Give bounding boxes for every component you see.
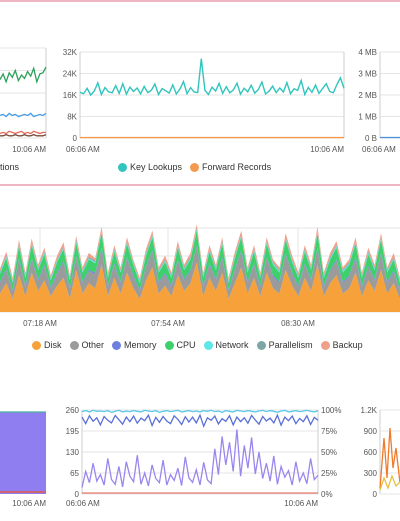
bottom-charts-svg: 10:06 AM 0 65 130 195 260 0% 25% 50% 75% 100% 06:06… (0, 406, 400, 508)
bottom-middle-x-tick: 06:06 AM (66, 499, 100, 508)
bottom-middle-right-tick: 25% (321, 469, 337, 478)
bottom-middle-right-tick: 100% (321, 406, 341, 415)
waits-area-cpu (0, 230, 400, 290)
legend-label: CPU (176, 340, 196, 350)
legend-item[interactable]: Key Lookups (118, 162, 182, 172)
bottom-middle-y-tick: 260 (66, 406, 80, 415)
legend-item[interactable]: Other (69, 340, 105, 350)
bottom-middle-right-tick: 75% (321, 427, 337, 436)
key-lookups-legend: Key Lookups Forward Records (118, 162, 271, 172)
waits-chart-panel: 07:18 AM 07:54 AM 08:30 AM Disk Other Memory… (0, 208, 400, 358)
legend-swatch (69, 340, 79, 350)
waits-area-disk (0, 262, 400, 312)
bottom-middle-y-tick: 130 (66, 448, 80, 457)
left-partial-series-line (0, 112, 47, 118)
legend-swatch (203, 340, 213, 350)
key-lookups-x-tick: 06:06 AM (66, 145, 100, 154)
legend-label: Parallelism (268, 340, 313, 350)
legend-swatch (112, 340, 122, 350)
bottom-left-area (0, 412, 46, 494)
waits-x-tick: 08:30 AM (281, 319, 315, 328)
right-partial-y-tick: 1 MB (358, 113, 377, 122)
key-lookups-y-tick: 8K (67, 113, 77, 122)
legend-label: Memory (124, 340, 157, 350)
legend-item[interactable]: Disk (32, 340, 62, 350)
key-lookups-y-tick: 0 (73, 134, 78, 143)
bottom-right-y-tick: 900 (364, 427, 378, 436)
legend-swatch (118, 162, 127, 172)
bottom-right-series-line (379, 474, 400, 491)
bottom-middle-series-line (81, 409, 319, 414)
key-lookups-x-tick: 10:06 AM (310, 145, 344, 154)
key-lookups-y-tick: 24K (63, 70, 78, 79)
legend-label: Disk (44, 340, 62, 350)
legend-swatch (190, 162, 200, 172)
bottom-middle-right-tick: 0% (321, 490, 333, 499)
legend-swatch (256, 340, 266, 350)
bottom-middle-y-tick: 65 (70, 469, 79, 478)
waits-x-tick: 07:54 AM (151, 319, 185, 328)
bottom-middle-x-tick: 10:06 AM (284, 499, 318, 508)
waits-x-tick: 07:18 AM (23, 319, 57, 328)
right-partial-y-tick: 3 MB (358, 70, 377, 79)
key-lookups-series-line (79, 58, 345, 97)
legend-swatch (320, 340, 330, 350)
right-partial-x-tick: 06:06 AM (362, 145, 396, 154)
right-partial-y-tick: 2 MB (358, 91, 377, 100)
legend-label: Backup (332, 340, 363, 350)
left-partial-series-line (0, 66, 47, 84)
bottom-chart-panel: 10:06 AM 0 65 130 195 260 0% 25% 50% 75% 100% 06:06… (0, 398, 400, 516)
legend-label: Other (81, 340, 105, 350)
top-chart-panel: 10:06 AM 0 8K 16K 24K 32K 06:06 AM 10:06 AM 0 B 1… (0, 0, 400, 186)
bottom-middle-y-tick: 0 (75, 490, 80, 499)
legend-label: Key Lookups (130, 162, 183, 172)
legend-label: Forward Records (202, 162, 272, 172)
waits-legend: Disk Other Memory CPU Network Parallelism Back… (32, 340, 363, 350)
waits-chart-svg: 07:18 AM 07:54 AM 08:30 AM (0, 224, 400, 328)
legend-item[interactable]: Forward Records (190, 162, 271, 172)
top-left-legend: tions (0, 162, 19, 172)
legend-item[interactable]: Network (203, 340, 249, 350)
key-lookups-y-tick: 32K (63, 48, 78, 57)
left-partial-series-line (0, 130, 46, 135)
bottom-left-x-tick: 10:06 AM (12, 499, 46, 508)
legend-label: Network (215, 340, 249, 350)
left-partial-series-line (0, 133, 47, 137)
waits-area-other (0, 246, 400, 299)
right-partial-y-tick: 4 MB (358, 48, 377, 57)
legend-item[interactable]: CPU (164, 340, 196, 350)
bottom-middle-series-line (81, 413, 319, 428)
legend-item[interactable]: Backup (320, 340, 363, 350)
bottom-right-y-tick: 0 (373, 490, 378, 499)
bottom-right-y-tick: 1.2K (361, 406, 378, 415)
right-partial-y-tick: 0 B (365, 134, 377, 143)
legend-swatch (164, 340, 174, 350)
legend-swatch (32, 340, 41, 350)
bottom-middle-y-tick: 195 (66, 427, 80, 436)
bottom-middle-right-tick: 50% (321, 448, 337, 457)
waits-area-backup (0, 224, 400, 281)
bottom-middle-series-line (81, 429, 319, 488)
legend-partial-label: tions (0, 162, 20, 172)
bottom-right-series-line (379, 427, 400, 489)
left-partial-x-tick: 10:06 AM (12, 145, 46, 154)
bottom-right-y-tick: 300 (364, 469, 378, 478)
key-lookups-y-tick: 16K (63, 91, 78, 100)
legend-item[interactable]: Parallelism (256, 340, 313, 350)
bottom-right-y-tick: 600 (364, 448, 378, 457)
top-charts-svg: 10:06 AM 0 8K 16K 24K 32K 06:06 AM 10:06 AM 0 B 1… (0, 47, 400, 154)
legend-item[interactable]: Memory (112, 340, 157, 350)
